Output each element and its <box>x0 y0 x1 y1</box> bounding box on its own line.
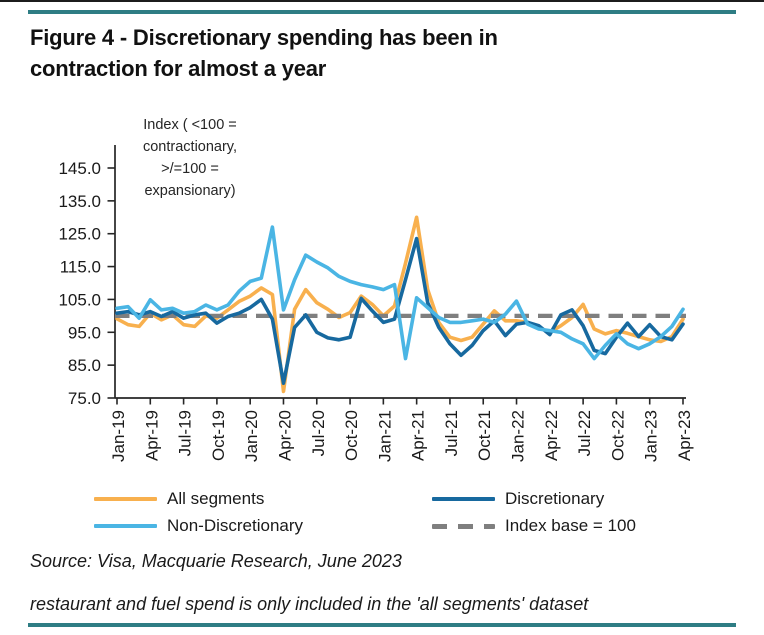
x-tick-label: Oct-19 <box>209 410 228 461</box>
x-tick-label: Oct-21 <box>475 410 494 461</box>
y-tick-label: 125.0 <box>58 225 101 244</box>
legend-swatch-all-segments <box>94 497 157 501</box>
bottom-accent-rule <box>28 623 736 627</box>
x-tick-label: Oct-20 <box>342 410 361 461</box>
footnote-text: restaurant and fuel spend is only includ… <box>30 594 589 614</box>
figure-title-line-2: contraction for almost a year <box>30 56 327 81</box>
x-tick-label: Jul-20 <box>309 410 328 456</box>
y-tick-label: 135.0 <box>58 192 101 211</box>
axis-annotation-line: expansionary) <box>144 183 235 199</box>
figure-title-line-1: Figure 4 - Discretionary spending has be… <box>30 25 498 50</box>
x-tick-label: Jan-22 <box>509 410 528 462</box>
x-tick-label: Jul-22 <box>575 410 594 456</box>
legend-swatch-index-base <box>432 523 495 529</box>
axis-annotation-line: Index ( <100 = <box>143 117 237 133</box>
legend-label-non-discretionary: Non-Discretionary <box>167 516 304 535</box>
legend-label-discretionary: Discretionary <box>505 489 605 508</box>
axis-annotation-line: contractionary, <box>143 139 237 155</box>
x-tick-label: Jan-23 <box>642 410 661 462</box>
top-accent-rule <box>28 10 736 14</box>
y-tick-label: 95.0 <box>68 323 101 342</box>
legend-item-discretionary: Discretionary <box>432 489 604 509</box>
spending-line-chart: Index ( <100 = contractionary, >/=100 = exp… <box>58 117 694 462</box>
x-tick-label: Jan-20 <box>242 410 261 462</box>
legend-item-index-base: Index base = 100 <box>432 516 636 536</box>
x-tick-label: Jul-19 <box>176 410 195 456</box>
series-non-discretionary-line <box>115 225 685 361</box>
x-tick-label: Jul-21 <box>442 410 461 456</box>
top-border <box>0 0 764 2</box>
x-tick-label: Jan-19 <box>109 410 128 462</box>
legend-label-index-base: Index base = 100 <box>505 516 636 535</box>
x-tick-label: Jan-21 <box>375 410 394 462</box>
x-tick-label: Apr-22 <box>542 410 561 461</box>
y-tick-label: 75.0 <box>68 389 101 408</box>
legend-item-all-segments: All segments <box>94 489 264 509</box>
legend-label-all-segments: All segments <box>167 489 265 508</box>
figure-title: Figure 4 - Discretionary spending has be… <box>30 22 650 84</box>
x-tick-label: Apr-21 <box>409 410 428 461</box>
legend-item-non-discretionary: Non-Discretionary <box>94 516 303 536</box>
x-tick-label: Apr-20 <box>275 410 294 461</box>
x-tick-label: Oct-22 <box>608 410 627 461</box>
x-tick-label: Apr-19 <box>142 410 161 461</box>
axis-annotation-line: >/=100 = <box>161 161 219 177</box>
series-discretionary-line <box>115 236 685 386</box>
source-text: Source: Visa, Macquarie Research, June 2… <box>30 551 402 571</box>
legend-swatch-discretionary <box>432 497 495 501</box>
y-tick-label: 105.0 <box>58 290 101 309</box>
y-tick-label: 115.0 <box>60 258 101 277</box>
y-tick-label: 145.0 <box>58 159 101 178</box>
legend-swatch-non-discretionary <box>94 524 157 528</box>
y-tick-label: 85.0 <box>68 356 101 375</box>
x-tick-label: Apr-23 <box>675 410 694 461</box>
